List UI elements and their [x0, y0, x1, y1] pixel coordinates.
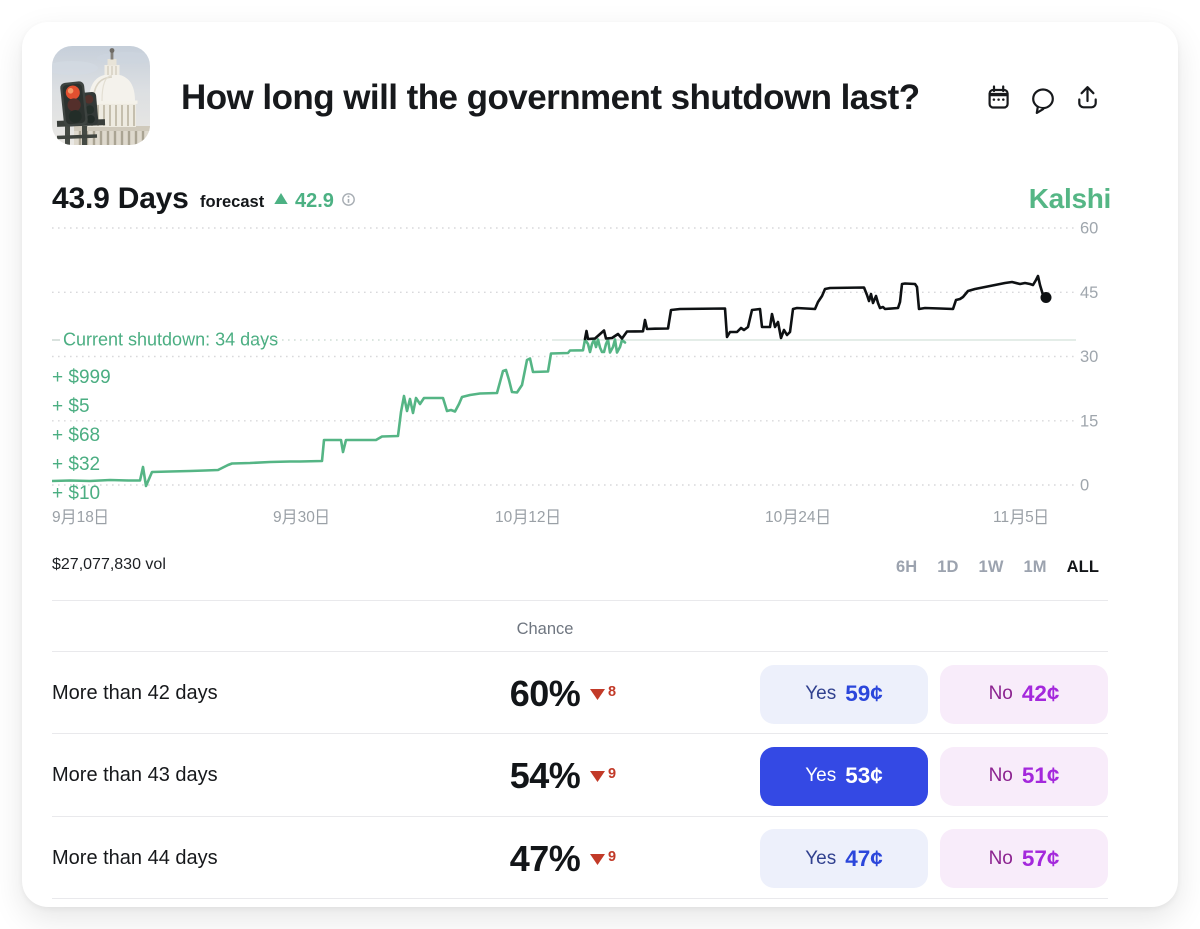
svg-text:+ $68: + $68 — [52, 425, 100, 446]
svg-text:+ $10: + $10 — [52, 483, 100, 504]
svg-text:Current shutdown: 34 days: Current shutdown: 34 days — [63, 330, 278, 350]
svg-text:+ $999: + $999 — [52, 367, 111, 388]
svg-text:15: 15 — [1080, 412, 1098, 430]
svg-text:0: 0 — [1080, 477, 1089, 495]
svg-text:45: 45 — [1080, 284, 1098, 302]
svg-text:+ $32: + $32 — [52, 454, 100, 475]
svg-text:30: 30 — [1080, 348, 1098, 366]
svg-text:+ $5: + $5 — [52, 396, 90, 417]
svg-text:60: 60 — [1080, 220, 1098, 238]
